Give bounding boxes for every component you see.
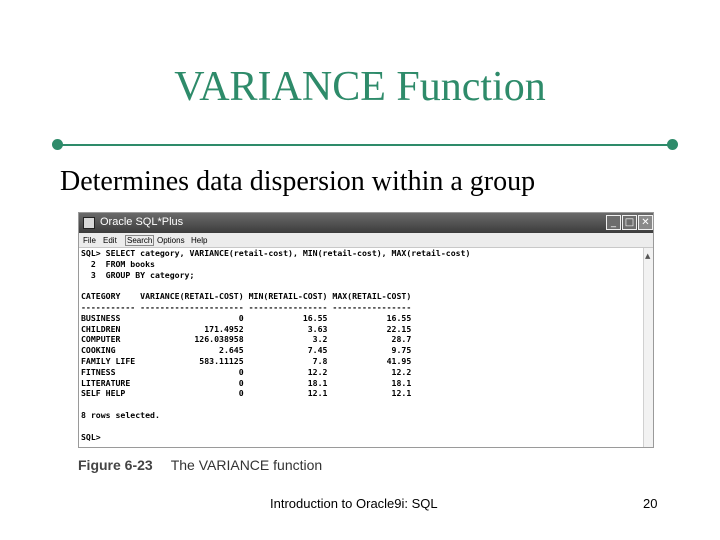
window-title: Oracle SQL*Plus	[100, 216, 184, 228]
title-divider	[60, 144, 672, 146]
menu-help[interactable]: Help	[191, 236, 208, 245]
close-button[interactable]: ✕	[638, 215, 653, 230]
footer-text: Introduction to Oracle9i: SQL	[270, 496, 438, 511]
scroll-up-icon[interactable]: ▲	[645, 252, 651, 260]
figure-caption-text: The VARIANCE function	[170, 457, 323, 473]
menu-file[interactable]: File	[83, 236, 96, 245]
app-icon	[83, 217, 95, 229]
sqlplus-window: Oracle SQL*Plus _ □ ✕ File Edit Search O…	[78, 212, 654, 448]
vertical-scrollbar[interactable]: ▲	[643, 248, 653, 447]
menu-bar: File Edit Search Options Help	[79, 233, 653, 248]
menu-options[interactable]: Options	[157, 236, 185, 245]
console-text: SQL> SELECT category, VARIANCE(retail-co…	[81, 248, 471, 442]
divider-dot-right	[667, 139, 678, 150]
maximize-button[interactable]: □	[622, 215, 637, 230]
minimize-button[interactable]: _	[606, 215, 621, 230]
slide-title: VARIANCE Function	[174, 64, 546, 110]
menu-search[interactable]: Search	[125, 235, 155, 246]
console-output[interactable]: SQL> SELECT category, VARIANCE(retail-co…	[79, 248, 643, 447]
divider-dot-left	[52, 139, 63, 150]
page-number: 20	[643, 496, 658, 511]
window-titlebar[interactable]: Oracle SQL*Plus _ □ ✕	[79, 213, 653, 233]
figure-number: Figure 6-23	[78, 457, 153, 473]
menu-edit[interactable]: Edit	[103, 236, 117, 245]
slide-subtitle: Determines data dispersion within a grou…	[60, 166, 536, 197]
figure-caption: Figure 6-23 The VARIANCE function	[78, 457, 322, 473]
